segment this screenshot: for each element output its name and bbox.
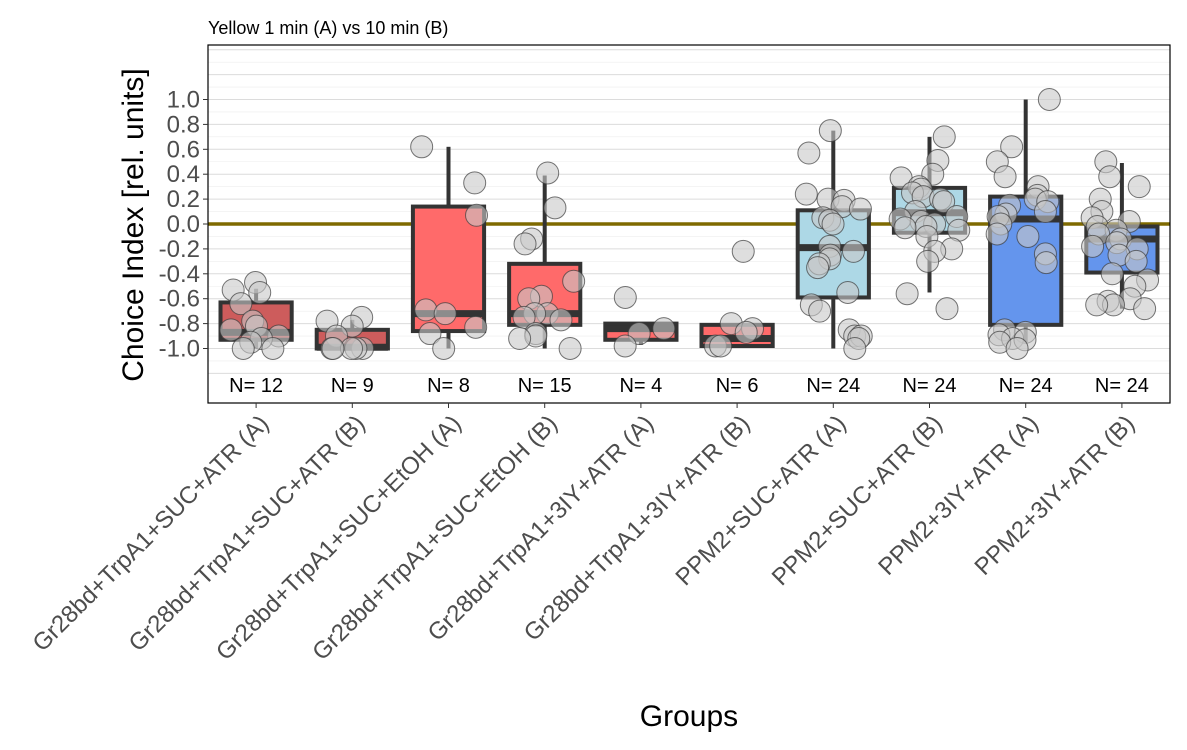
y-axis: 1.00.80.60.40.20.0-0.2-0.4-0.6-0.8-1.0 [159, 87, 208, 363]
x-axis-label: Groups [640, 700, 738, 733]
data-point [1124, 249, 1148, 273]
data-point [821, 212, 845, 236]
x-tick-label: PPM2+3IY+ATR (B) [970, 410, 1141, 581]
x-tick-label: PPM2+SUC+ATR (A) [671, 410, 852, 591]
y-tick-label: -0.8 [159, 311, 200, 338]
data-point [536, 161, 560, 185]
data-point [508, 327, 532, 351]
data-point [1085, 293, 1109, 317]
n-label: N= 15 [518, 375, 572, 397]
y-tick-label: 0.8 [167, 111, 200, 138]
data-point [731, 239, 755, 263]
n-label: N= 4 [619, 375, 662, 397]
data-point [414, 298, 438, 322]
n-label: N= 24 [999, 375, 1053, 397]
y-axis-label: Choice Index [rel. units] [117, 68, 150, 382]
n-label: N= 6 [716, 375, 759, 397]
y-tick-label: -0.4 [159, 261, 200, 288]
n-label: N= 12 [229, 375, 283, 397]
data-point [549, 308, 573, 332]
data-point [985, 222, 1009, 246]
data-point [841, 239, 865, 263]
n-label: N= 8 [427, 375, 470, 397]
data-point [709, 334, 733, 358]
y-tick-label: -0.2 [159, 236, 200, 263]
data-point [1034, 251, 1058, 275]
data-point [916, 249, 940, 273]
data-point [797, 141, 821, 165]
data-point [1081, 234, 1105, 258]
y-tick-label: -0.6 [159, 286, 200, 313]
data-point [433, 302, 457, 326]
data-point [1005, 337, 1029, 360]
data-point [463, 171, 487, 195]
data-point [993, 165, 1017, 189]
data-point [848, 197, 872, 221]
y-tick-label: 0.4 [167, 161, 200, 188]
data-point [1098, 165, 1122, 189]
data-point [418, 322, 442, 346]
x-tick-label: PPM2+3IY+ATR (A) [873, 410, 1044, 581]
data-point [1127, 175, 1151, 199]
data-point [932, 125, 956, 149]
x-axis: Gr28bd+TrpA1+SUC+ATR (A)Gr28bd+TrpA1+SUC… [27, 403, 1140, 666]
data-point [219, 318, 243, 342]
data-point [1133, 297, 1157, 321]
data-point [808, 299, 832, 323]
data-point [1000, 135, 1024, 159]
y-tick-label: 1.0 [167, 87, 200, 114]
data-point [229, 292, 253, 316]
data-point [432, 337, 456, 360]
data-point [843, 337, 867, 360]
data-point [1033, 200, 1057, 224]
data-point [321, 337, 345, 360]
data-point [248, 280, 272, 304]
data-point [613, 334, 637, 358]
data-point [652, 317, 676, 341]
data-point [734, 320, 758, 344]
data-point [465, 203, 489, 227]
data-point [935, 297, 959, 321]
data-point [558, 337, 582, 360]
data-point [794, 182, 818, 206]
data-point [1100, 262, 1124, 286]
n-label: N= 24 [903, 375, 957, 397]
y-tick-label: 0.6 [167, 136, 200, 163]
data-point [895, 282, 919, 306]
n-labels: N= 12 N= 9 N= 8 N= 15 N= 4 N= 6 N= 24 N= 24 N= 2… [229, 375, 1149, 397]
n-label: N= 9 [331, 375, 374, 397]
data-point [1016, 224, 1040, 248]
y-tick-label: 0.2 [167, 186, 200, 213]
data-point [261, 337, 285, 360]
data-points [219, 88, 1160, 360]
x-tick-label: PPM2+SUC+ATR (B) [767, 410, 948, 591]
data-point [1037, 88, 1061, 111]
data-point [562, 269, 586, 293]
n-label: N= 24 [806, 375, 860, 397]
data-point [806, 256, 830, 280]
data-point [932, 190, 956, 214]
data-point [513, 232, 537, 256]
y-tick-label: -1.0 [159, 336, 200, 363]
data-point [543, 196, 567, 220]
data-point [410, 135, 434, 159]
data-point [818, 119, 842, 143]
data-point [893, 216, 917, 240]
n-label: N= 24 [1095, 375, 1149, 397]
data-point [231, 337, 255, 360]
data-point [836, 280, 860, 304]
data-point [613, 285, 637, 309]
data-point [464, 315, 488, 339]
y-tick-label: 0.0 [167, 211, 200, 238]
chart-title: Yellow 1 min (A) vs 10 min (B) [208, 18, 448, 38]
